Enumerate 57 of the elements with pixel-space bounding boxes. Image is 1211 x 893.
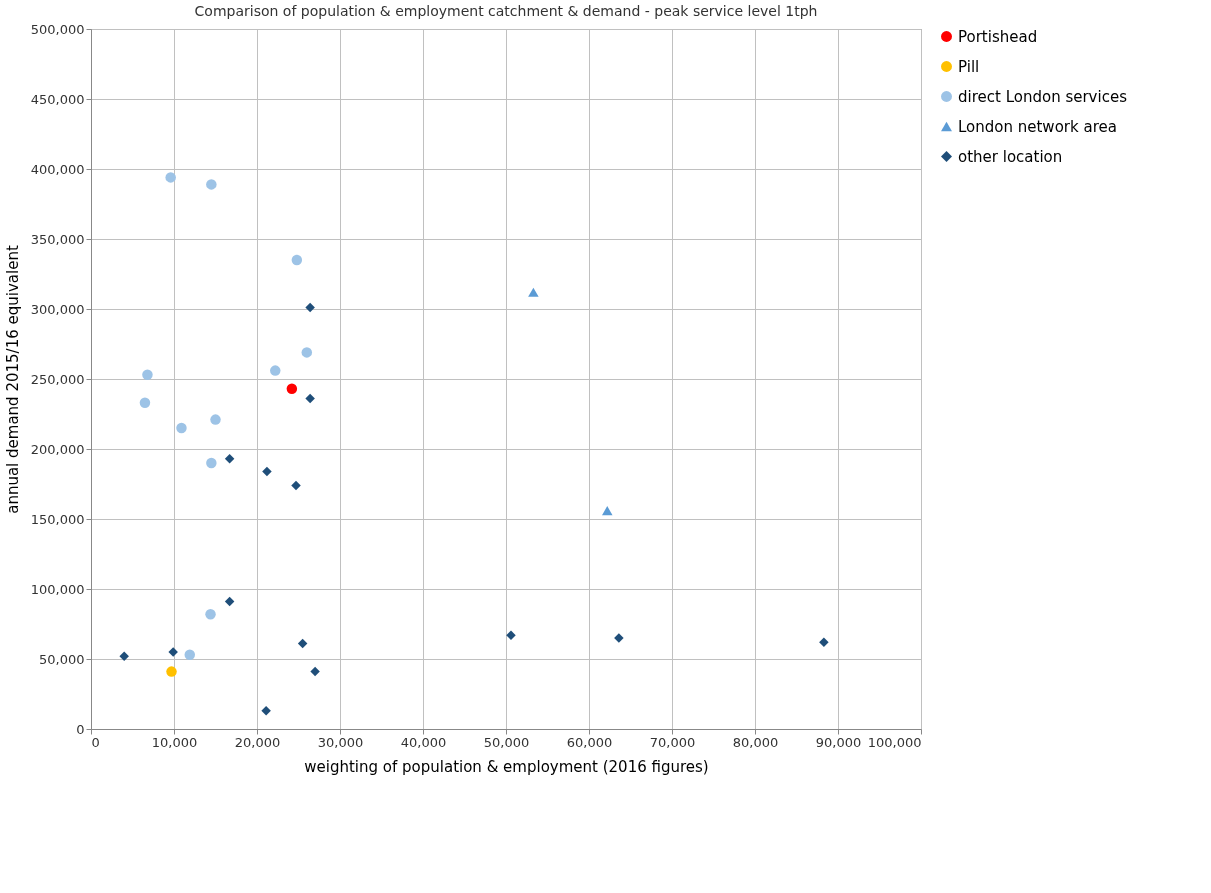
point [224,596,235,607]
x-tick-label: 30,000 [317,734,364,750]
x-tick-label: 100,000 [867,734,922,750]
point [165,172,176,183]
point [210,414,221,425]
y-tick-label: 100,000 [30,581,85,597]
y-tick-label: 300,000 [30,301,85,317]
y-tick-label: 400,000 [30,161,85,177]
x-tick-label: 70,000 [649,734,696,750]
point [528,287,539,297]
point [224,454,235,464]
point [270,365,281,376]
y-axis-title: annual demand 2015/16 equivalent [3,245,22,514]
y-tick-label: 450,000 [30,91,85,107]
x-tick-label: 50,000 [483,734,530,750]
point [262,466,272,477]
point [297,638,308,649]
point [301,347,313,358]
legend-label: London network area [958,117,1117,136]
point [305,393,315,404]
point [166,666,177,677]
point [310,666,320,677]
point [291,480,301,491]
point [206,179,217,190]
y-tick-label: 0 [76,721,85,737]
legend-label: Portishead [958,27,1038,46]
y-tick-label: 150,000 [30,511,85,527]
y-tick-label: 350,000 [30,231,85,247]
chart-title: Comparison of population & employment catchment & demand - peak service level 1tph [194,3,818,19]
point [602,506,613,516]
point [286,383,298,395]
point [139,397,151,409]
point [119,651,129,661]
x-tick-label: 90,000 [815,734,862,750]
point [176,422,187,434]
legend-label: Pill [958,57,980,76]
x-tick-label: 40,000 [400,734,447,750]
point [184,649,196,661]
y-tick-label: 500,000 [30,21,85,37]
point [291,254,303,266]
legend-label: direct London services [958,87,1128,106]
point [206,457,217,469]
x-axis-title: weighting of population & employment (2016 figures) [304,757,709,776]
y-tick-label: 250,000 [30,371,85,387]
point [205,608,216,620]
point [819,637,829,647]
x-tick-label: 0 [91,734,100,750]
x-tick-label: 20,000 [234,734,281,750]
x-tick-label: 80,000 [732,734,779,750]
point [305,302,315,313]
x-tick-label: 10,000 [151,734,198,750]
point [142,369,153,381]
legend-label: other location [958,147,1063,166]
y-tick-label: 200,000 [30,441,85,457]
point [261,706,271,716]
y-tick-label: 50,000 [39,651,85,667]
x-tick-label: 60,000 [566,734,613,750]
